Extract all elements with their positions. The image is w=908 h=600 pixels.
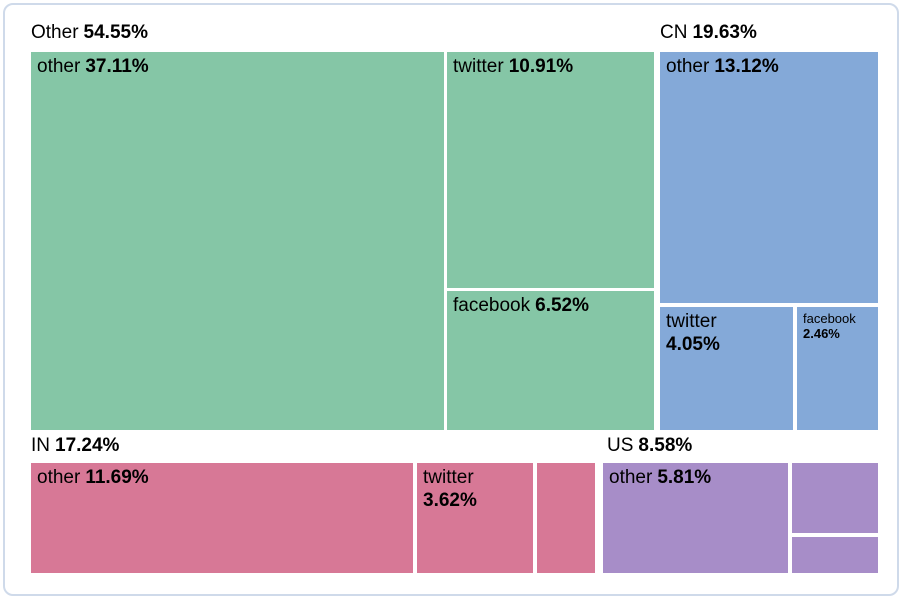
node-label: twitter 4.05%: [660, 307, 793, 356]
node-name: other: [37, 56, 81, 77]
group-label-in: IN 17.24%: [31, 434, 119, 458]
node-value: 11.69%: [85, 467, 149, 488]
treemap-node-other-facebook[interactable]: facebook 6.52%: [447, 291, 654, 430]
node-label: facebook 2.46%: [797, 307, 878, 341]
node-value: 4.05%: [666, 334, 720, 355]
group-name: CN: [660, 22, 688, 43]
treemap-node-cn-twitter[interactable]: twitter 4.05%: [660, 307, 793, 430]
node-name: other: [666, 56, 710, 77]
node-value: 37.11%: [85, 56, 149, 77]
group-label-cn: CN 19.63%: [660, 21, 757, 45]
node-name: twitter: [453, 56, 504, 77]
node-name: other: [609, 467, 653, 488]
treemap-node-us-unlabeled-2[interactable]: [792, 537, 878, 573]
node-name: facebook: [453, 295, 531, 316]
treemap-node-cn-other[interactable]: other 13.12%: [660, 52, 878, 303]
node-name: twitter: [423, 467, 474, 488]
node-value: 10.91%: [508, 56, 574, 77]
node-value: 6.52%: [535, 295, 589, 316]
group-value: 17.24%: [55, 435, 120, 456]
node-value: 3.62%: [423, 490, 477, 511]
node-value: 2.46%: [803, 326, 840, 341]
node-label: facebook 6.52%: [447, 291, 654, 317]
node-label: other 13.12%: [660, 52, 878, 78]
node-label: other 37.11%: [31, 52, 444, 78]
node-value: 13.12%: [714, 56, 779, 77]
group-label-us: US 8.58%: [607, 434, 692, 458]
node-name: twitter: [666, 311, 717, 332]
node-name: facebook: [803, 311, 856, 326]
node-label: twitter 3.62%: [417, 463, 533, 512]
treemap-node-us-other[interactable]: other 5.81%: [603, 463, 788, 573]
node-label: other 5.81%: [603, 463, 788, 489]
group-name: Other: [31, 22, 79, 43]
treemap-node-us-unlabeled-1[interactable]: [792, 463, 878, 533]
treemap-node-other-twitter[interactable]: twitter 10.91%: [447, 52, 654, 288]
group-label-other: Other 54.55%: [31, 21, 148, 45]
treemap-node-other-other[interactable]: other 37.11%: [31, 52, 444, 430]
node-name: other: [37, 467, 81, 488]
group-value: 54.55%: [83, 22, 148, 43]
treemap-node-in-unlabeled[interactable]: [537, 463, 595, 573]
treemap-node-in-twitter[interactable]: twitter 3.62%: [417, 463, 533, 573]
group-name: US: [607, 435, 634, 456]
group-name: IN: [31, 435, 50, 456]
treemap-node-cn-facebook[interactable]: facebook 2.46%: [797, 307, 878, 430]
group-value: 19.63%: [692, 22, 757, 43]
node-value: 5.81%: [657, 467, 712, 488]
node-label: other 11.69%: [31, 463, 413, 489]
node-label: twitter 10.91%: [447, 52, 654, 78]
group-value: 8.58%: [638, 435, 693, 456]
treemap-node-in-other[interactable]: other 11.69%: [31, 463, 413, 573]
